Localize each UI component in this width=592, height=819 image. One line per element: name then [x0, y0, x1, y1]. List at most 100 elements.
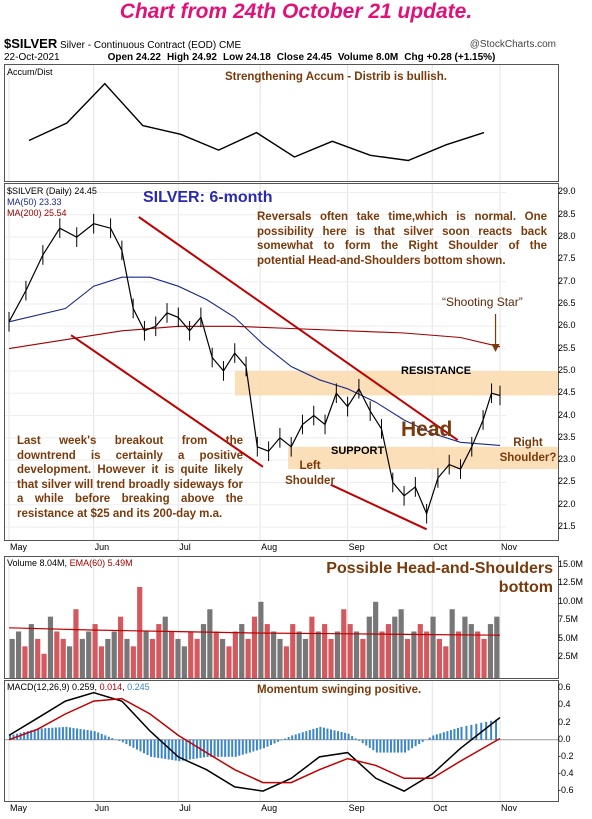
macd-histogram-bar: [439, 733, 442, 740]
macd-histogram-bar: [167, 739, 170, 760]
accum-dist-panel: Accum/Dist Strengthening Accum - Distrib…: [4, 64, 559, 182]
lower-trendline-1: [70, 334, 264, 468]
macd-histogram-bar: [414, 739, 417, 747]
ma200-line: [8, 325, 501, 350]
ma50-line: [8, 276, 501, 446]
volume-bar: [277, 638, 283, 678]
volume-bar: [105, 638, 111, 678]
macd-histogram-bar: [442, 732, 445, 740]
macd-histogram-bar: [262, 739, 265, 749]
legend-hist: 0.245: [127, 682, 150, 692]
macd-tick-label: -0.6: [558, 785, 574, 796]
volume-bar: [156, 624, 162, 678]
price-tick-label: 26.0: [558, 320, 576, 331]
macd-histogram-bar: [30, 730, 33, 740]
resistance-band: [235, 370, 558, 396]
volume-bar: [118, 616, 124, 678]
hs-annotation: Possible Head-and-Shoulders bottom: [326, 560, 553, 596]
price-tick-label: 24.5: [558, 387, 576, 398]
volume-bar: [360, 638, 366, 678]
volume-tick-label: 2.5M: [558, 651, 579, 662]
macd-histogram-bar: [277, 739, 280, 742]
price-tick-label: 27.5: [558, 253, 576, 264]
volume-bar: [245, 638, 251, 678]
macd-histogram-bar: [411, 739, 414, 749]
macd-histogram-bar: [26, 731, 29, 740]
volume-bar: [404, 638, 411, 678]
volume-bar: [366, 616, 372, 678]
macd-histogram-bar: [171, 739, 174, 761]
macd-histogram-bar: [61, 727, 64, 740]
macd-histogram-bar: [397, 739, 400, 753]
volume-bar: [296, 631, 302, 678]
volume-bar: [22, 646, 28, 678]
macd-histogram-bar: [195, 739, 198, 759]
macd-histogram-bar: [157, 739, 160, 758]
macd-histogram-bar: [238, 739, 241, 756]
volume-bar: [379, 631, 385, 678]
price-line: [8, 223, 501, 516]
macd-histogram-bar: [90, 730, 93, 740]
volume-bar: [475, 631, 481, 678]
volume-bar: [86, 631, 92, 678]
macd-histogram-bar: [347, 733, 350, 740]
macd-histogram-bar: [368, 739, 371, 748]
volume-bar: [9, 638, 15, 678]
macd-histogram-bar: [354, 738, 357, 740]
x-tick-label: Aug: [261, 803, 278, 813]
volume-bar: [15, 631, 22, 678]
volume-bar: [462, 616, 468, 678]
legend-ma200: MA(200) 25.54: [7, 208, 67, 218]
volume-bar: [60, 638, 66, 678]
macd-histogram-bar: [333, 730, 336, 740]
x-tick-label: Jun: [94, 542, 110, 552]
macd-histogram-bar: [185, 739, 188, 761]
macd-histogram-bar: [470, 724, 473, 740]
reversal-note: Reversals often take time,which is norma…: [257, 211, 547, 267]
macd-histogram-bar: [435, 734, 438, 740]
macd-histogram-bar: [135, 739, 138, 750]
breakout-note: Last week's breakout from the downtrend …: [17, 435, 243, 520]
symbol-desc: Silver - Continuous Contract (EOD): [60, 40, 217, 51]
x-tick-label: Jun: [94, 803, 110, 813]
volume-bar: [417, 624, 423, 678]
macd-histogram-bar: [308, 730, 311, 740]
macd-histogram-bar: [337, 731, 340, 740]
macd-histogram-bar: [47, 727, 50, 740]
exchange: CME: [218, 40, 242, 51]
volume-tick-label: 12.5M: [558, 577, 584, 588]
macd-histogram-bar: [37, 728, 40, 740]
macd-histogram-bar: [44, 728, 47, 740]
volume-bar: [98, 646, 105, 678]
price-title: SILVER: 6-month: [143, 189, 273, 206]
macd-histogram-bar: [118, 739, 121, 741]
accum-dist-annotation: Strengthening Accum - Distrib is bullish…: [225, 71, 447, 83]
volume-bar: [73, 609, 79, 678]
volume-bar: [79, 638, 85, 678]
legend-price: $SILVER (Daily) 24.45: [7, 186, 97, 196]
top-title: Chart from 24th October 21 update.: [119, 0, 473, 23]
volume-bar: [481, 638, 487, 678]
price-panel: $SILVER (Daily) 24.45 MA(50) 23.33 MA(20…: [4, 183, 559, 541]
macd-histogram-bar: [361, 739, 364, 744]
volume-bar: [137, 586, 143, 678]
volume-bar: [443, 646, 449, 678]
x-tick-label: Oct: [433, 803, 448, 813]
macd-histogram-bar: [150, 739, 153, 757]
shooting-star-arrowhead: [491, 344, 500, 352]
x-tick-label: May: [10, 803, 28, 813]
macd-histogram-bar: [160, 739, 163, 759]
macd-histogram-bar: [259, 739, 262, 750]
macd-histogram-bar: [128, 739, 131, 746]
macd-histogram-bar: [294, 734, 297, 740]
macd-histogram-bar: [432, 735, 435, 740]
macd-histogram-bar: [449, 730, 452, 740]
macd-histogram-bar: [23, 732, 26, 740]
volume-bar: [47, 616, 54, 678]
volume-bar: [35, 638, 41, 678]
volume-bar: [207, 609, 213, 678]
volume-bar: [258, 601, 264, 678]
macd-histogram-bar: [104, 735, 107, 740]
macd-histogram-bar: [456, 727, 459, 740]
macd-tick-label: -0.2: [558, 750, 574, 761]
